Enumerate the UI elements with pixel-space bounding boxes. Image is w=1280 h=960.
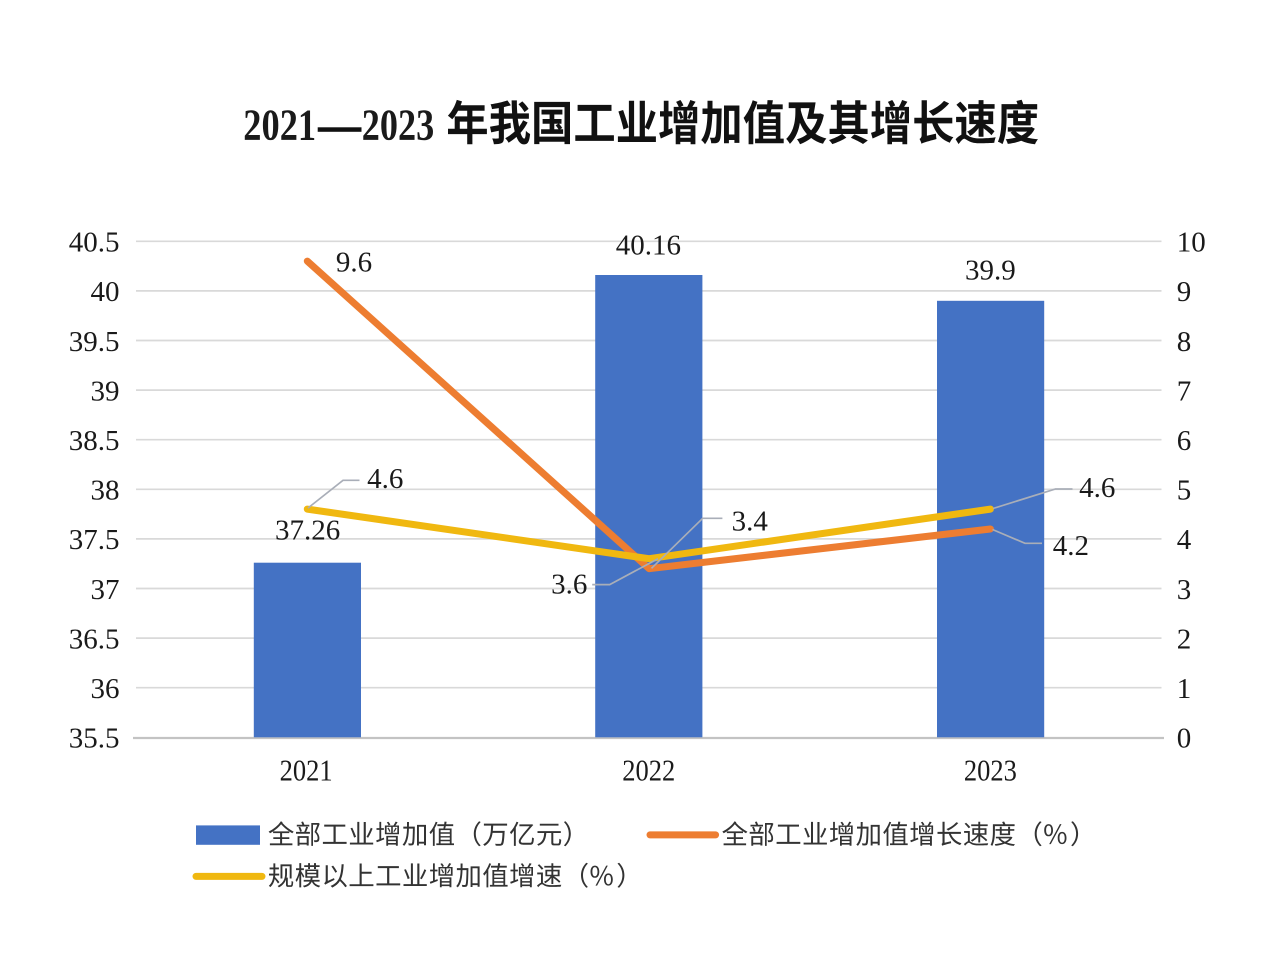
svg-text:10: 10 [1177,227,1206,259]
svg-text:1: 1 [1177,673,1192,705]
svg-text:2021: 2021 [243,101,316,150]
svg-text:40.5: 40.5 [69,227,120,259]
svg-text:2021: 2021 [280,754,333,788]
svg-text:2023: 2023 [362,101,434,150]
svg-text:4.6: 4.6 [367,463,403,495]
svg-text:37.5: 37.5 [69,524,120,556]
svg-text:8: 8 [1177,326,1192,358]
svg-text:36.5: 36.5 [69,623,120,655]
svg-text:4: 4 [1177,524,1192,556]
svg-text:37: 37 [91,574,120,606]
svg-text:36: 36 [91,673,120,705]
svg-text:3.4: 3.4 [732,505,769,537]
svg-text:39.9: 39.9 [965,255,1016,287]
svg-text:4.2: 4.2 [1053,530,1089,562]
svg-text:0: 0 [1177,723,1192,755]
svg-text:9.6: 9.6 [336,247,372,279]
svg-text:6: 6 [1177,425,1192,457]
svg-text:2: 2 [1177,623,1192,655]
svg-text:40.16: 40.16 [616,230,681,262]
svg-text:2022: 2022 [622,754,675,788]
svg-text:38.5: 38.5 [69,425,120,457]
svg-text:2023: 2023 [964,754,1017,788]
svg-text:9: 9 [1177,276,1192,308]
svg-text:7: 7 [1177,375,1192,407]
svg-text:39.5: 39.5 [69,326,120,358]
svg-text:3: 3 [1177,574,1192,606]
svg-text:37.26: 37.26 [275,514,340,546]
svg-text:3.6: 3.6 [551,569,587,601]
svg-text:4.6: 4.6 [1079,472,1115,504]
svg-text:5: 5 [1177,475,1192,507]
svg-text:35.5: 35.5 [69,723,120,755]
svg-text:38: 38 [91,475,120,507]
svg-text:40: 40 [91,276,120,308]
svg-text:39: 39 [91,375,120,407]
